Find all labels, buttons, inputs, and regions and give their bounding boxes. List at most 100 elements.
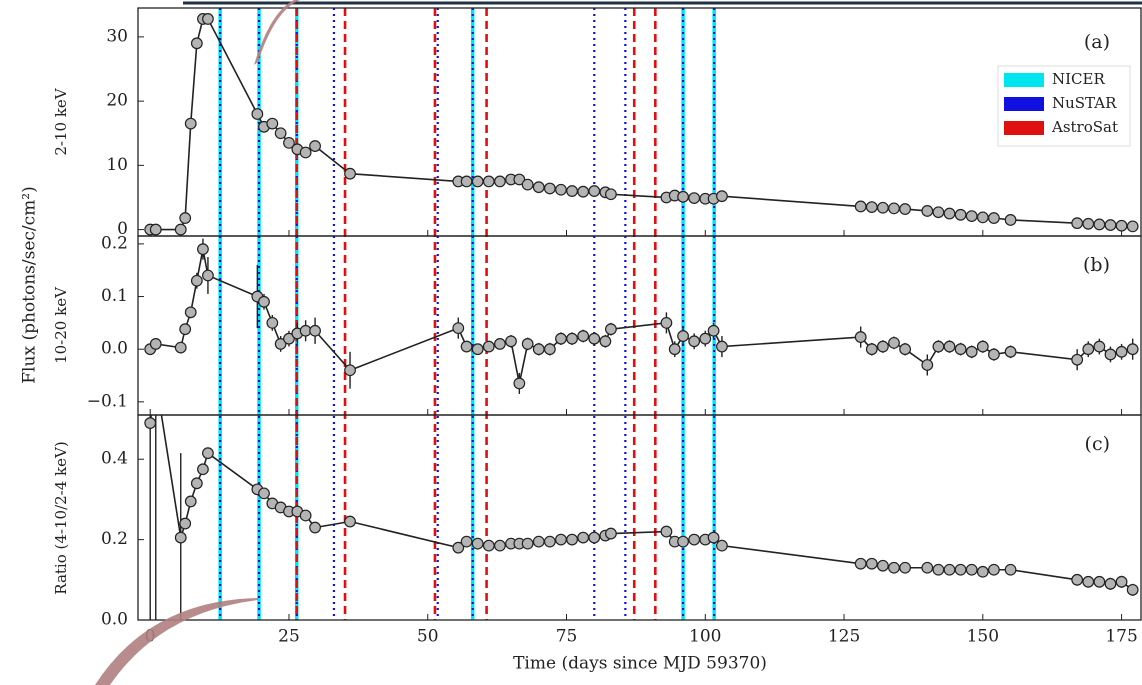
data-point (299, 146, 312, 159)
data-point (1104, 219, 1117, 231)
data-point (865, 201, 878, 213)
data-point (494, 338, 506, 350)
data-point (452, 322, 465, 335)
data-point (471, 175, 484, 188)
data-point (588, 531, 601, 544)
data-point (309, 521, 321, 534)
data-point (202, 269, 214, 282)
data-point (555, 533, 567, 546)
data-point (921, 205, 934, 217)
data-point (1082, 575, 1095, 588)
data-point (494, 175, 506, 188)
data-point (283, 332, 295, 345)
data-point (1126, 343, 1139, 356)
data-point (1115, 575, 1128, 588)
y-tick-label: 0.2 (101, 233, 128, 253)
data-point (149, 338, 162, 350)
data-point (677, 535, 689, 548)
y-tick-label: 0 (117, 219, 128, 239)
data-point (174, 223, 187, 236)
data-point (202, 13, 214, 25)
data-point (899, 203, 911, 215)
data-point (876, 340, 889, 353)
series (144, 238, 1139, 394)
data-point (179, 212, 192, 224)
panel-label: (c) (1085, 433, 1110, 455)
data-point (1126, 583, 1139, 596)
data-point (566, 332, 578, 345)
data-point (1004, 345, 1017, 358)
data-point (1093, 340, 1106, 353)
data-point (943, 340, 956, 353)
data-point (876, 201, 889, 214)
x-tick-label: 125 (828, 627, 860, 647)
data-point (854, 557, 867, 570)
data-point (266, 117, 279, 130)
data-point (482, 175, 495, 188)
data-point (954, 208, 967, 221)
y-tick-label: 10 (106, 155, 128, 175)
data-point (266, 316, 279, 329)
data-point (521, 338, 534, 350)
data-point (179, 323, 192, 336)
data-point (1126, 220, 1139, 233)
series (144, 13, 1139, 236)
plot: 0 10 20 30 (a) 2-10 keV −0.1 0.0 0.1 0.2 (b) 10-20 … (52, 7, 1142, 647)
x-tick-label: 25 (278, 627, 300, 647)
data-point (668, 343, 681, 356)
data-point (299, 509, 312, 522)
data-point (471, 343, 484, 356)
data-point (1115, 219, 1128, 232)
x-axis-label: Time (days since MJD 59370) (513, 654, 767, 674)
y-tick-label: 0.4 (101, 449, 128, 469)
data-point (150, 374, 161, 385)
panel-y-label: Ratio (4-10/2-4 keV) (52, 441, 70, 594)
data-point (184, 117, 197, 130)
y-tick-label: 0.0 (101, 610, 128, 630)
data-point (707, 531, 720, 544)
data-point (251, 108, 264, 120)
data-point (605, 323, 617, 336)
data-point (716, 539, 728, 552)
data-point (888, 202, 900, 215)
data-point (309, 140, 321, 152)
data-point (532, 181, 545, 194)
data-point (716, 340, 728, 353)
data-point (577, 330, 590, 342)
data-point (532, 343, 545, 356)
panel-frame (137, 7, 1142, 237)
data-point (854, 331, 867, 343)
panel-label: (b) (1083, 254, 1110, 276)
data-point (1104, 348, 1117, 361)
data-point (460, 175, 473, 188)
panel-label: (a) (1084, 31, 1110, 53)
data-point (965, 563, 978, 576)
data-point (1071, 353, 1084, 366)
legend-swatch (1004, 97, 1044, 111)
data-point (197, 243, 209, 256)
data-point (865, 557, 878, 570)
data-point (555, 332, 567, 345)
legend-swatch (1004, 121, 1044, 135)
data-point (921, 359, 934, 371)
y-tick-label: 20 (106, 91, 128, 111)
legend-label: AstroSat (1051, 118, 1118, 136)
data-point (932, 563, 945, 576)
data-point (184, 306, 197, 319)
y-tick-label: 0.0 (101, 339, 128, 359)
data-point (274, 338, 287, 350)
data-point (688, 533, 701, 546)
data-point (566, 533, 578, 546)
x-tick-label: 150 (967, 627, 999, 647)
data-point (460, 340, 473, 353)
y-tick-label: −0.1 (87, 391, 128, 411)
data-point (258, 295, 270, 308)
data-point (988, 348, 1000, 361)
data-point (899, 343, 911, 356)
data-point (149, 223, 162, 236)
data-point (899, 561, 911, 574)
data-point (588, 332, 601, 345)
data-point (965, 345, 978, 358)
data-point (605, 527, 617, 540)
